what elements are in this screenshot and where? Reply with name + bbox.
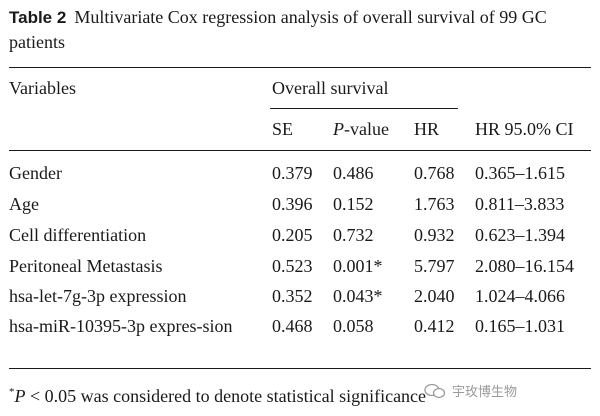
cell-se: 0.468 (272, 316, 313, 336)
table-row: Age 0.396 0.152 1.763 0.811–3.833 (0, 193, 600, 223)
footnote-p: P (14, 386, 26, 406)
cell-hr: 2.040 (414, 286, 455, 306)
cell-hr: 0.932 (414, 225, 455, 245)
top-rule (9, 67, 591, 68)
cell-se: 0.205 (272, 225, 313, 245)
header-p-italic: P (333, 119, 344, 139)
cell-hr-ci: 0.623–1.394 (475, 225, 565, 245)
cell-hr: 5.797 (414, 256, 455, 276)
header-p-value: P-value (333, 118, 389, 140)
cell-hr-ci: 0.165–1.031 (475, 316, 565, 336)
group-rule (270, 108, 458, 109)
header-rule (9, 150, 591, 151)
table-footnote: *P < 0.05 was considered to denote stati… (9, 380, 426, 408)
cell-variable: Gender (9, 163, 62, 183)
wechat-icon (424, 383, 446, 398)
cell-hr: 0.412 (414, 316, 455, 336)
cell-p-value: 0.732 (333, 225, 374, 245)
cell-hr: 1.763 (414, 194, 455, 214)
cell-se: 0.396 (272, 194, 313, 214)
header-se: SE (272, 119, 294, 139)
cell-p-value: 0.001* (333, 256, 383, 276)
cell-p-value: 0.058 (333, 316, 374, 336)
bottom-rule (9, 368, 591, 369)
table-row: Cell differentiation 0.205 0.732 0.932 0… (0, 224, 600, 254)
cell-se: 0.523 (272, 256, 313, 276)
footnote-text: < 0.05 was considered to denote statisti… (25, 386, 427, 406)
cell-hr-ci: 0.811–3.833 (475, 194, 565, 214)
table-row: hsa-let-7g-3p expression 0.352 0.043* 2.… (0, 285, 600, 315)
header-hr: HR (414, 119, 440, 139)
cell-variable: Age (9, 194, 39, 214)
cell-p-value: 0.486 (333, 163, 374, 183)
cell-hr-ci: 2.080–16.154 (475, 256, 574, 276)
cell-p-value: 0.152 (333, 194, 374, 214)
watermark: 宇玫博生物 (424, 381, 517, 400)
cell-variable: Peritoneal Metastasis (9, 256, 163, 276)
cell-se: 0.352 (272, 286, 313, 306)
header-hr-ci: HR 95.0% CI (475, 119, 574, 139)
table-label: Table 2 (9, 8, 67, 27)
cell-variable: Cell differentiation (9, 225, 147, 245)
header-variables: Variables (9, 78, 76, 98)
table-row: Peritoneal Metastasis 0.523 0.001* 5.797… (0, 255, 600, 285)
cell-hr: 0.768 (414, 163, 455, 183)
table-row: Gender 0.379 0.486 0.768 0.365–1.615 (0, 162, 600, 192)
table-caption: Table 2 Multivariate Cox regression analy… (9, 5, 594, 54)
cell-variable: hsa-miR-10395-3p expres-sion (9, 316, 233, 336)
cell-se: 0.379 (272, 163, 313, 183)
footnote-mark: * (9, 386, 15, 398)
table-title: Multivariate Cox regression analysis of … (9, 7, 547, 52)
cell-variable: hsa-let-7g-3p expression (9, 286, 187, 306)
table-row: hsa-miR-10395-3p expres-sion 0.468 0.058… (0, 315, 600, 363)
cell-hr-ci: 1.024–4.066 (475, 286, 565, 306)
watermark-text: 宇玫博生物 (452, 385, 518, 400)
cell-p-value: 0.043* (333, 286, 383, 306)
header-p-suffix: -value (344, 119, 389, 139)
cell-hr-ci: 0.365–1.615 (475, 163, 565, 183)
header-overall-survival: Overall survival (272, 78, 389, 98)
